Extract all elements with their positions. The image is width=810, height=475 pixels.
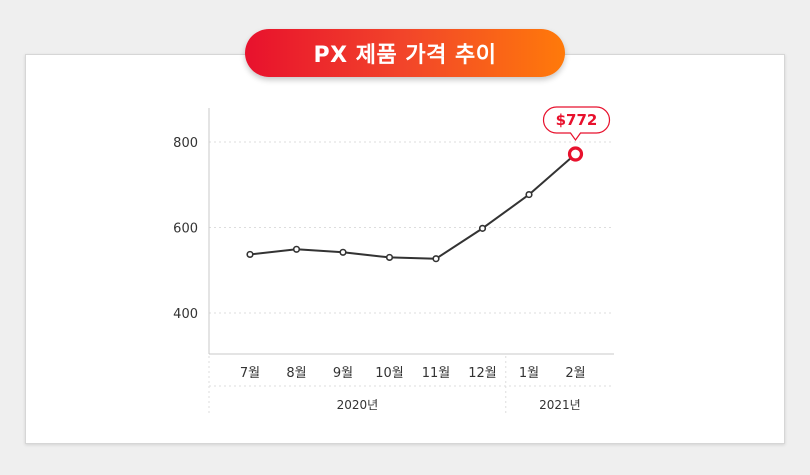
callout-bubble — [542, 106, 611, 142]
y-tick-label: 800 — [173, 136, 198, 151]
x-tick-label: 2월 — [565, 366, 585, 381]
highlight-point — [567, 146, 584, 162]
chart-card — [25, 54, 785, 444]
x-tick-labels: 7월 8월 9월 10월 11월 12월 1월 2월 — [240, 366, 586, 381]
chart-title: PX 제품 가격 추이 — [245, 29, 565, 77]
y-tick-label: 400 — [173, 307, 198, 322]
grid-lines — [209, 141, 614, 314]
year-group-label: 2021년 — [539, 398, 581, 412]
data-point — [246, 250, 254, 259]
data-point — [339, 248, 347, 256]
data-point — [478, 224, 487, 232]
y-tick-labels: 400 600 800 — [173, 136, 198, 322]
x-tick-label: 8월 — [286, 366, 306, 381]
x-tick-label: 12월 — [468, 366, 497, 381]
year-group-labels: 2020년 2021년 — [208, 356, 614, 414]
x-tick-label: 1월 — [519, 366, 539, 381]
series-polyline — [249, 153, 577, 260]
series-line — [249, 153, 577, 260]
x-tick-label: 7월 — [240, 366, 260, 381]
data-point — [385, 253, 394, 262]
callout-value-label: $772 — [556, 111, 598, 129]
x-tick-label: 10월 — [375, 366, 404, 381]
x-tick-label: 9월 — [333, 366, 353, 381]
year-group-label: 2020년 — [337, 398, 379, 412]
value-callout: $772 — [542, 106, 611, 142]
data-point — [525, 190, 533, 199]
y-tick-label: 600 — [173, 222, 198, 237]
axes — [208, 108, 614, 355]
data-point — [292, 245, 301, 253]
data-points — [246, 146, 584, 263]
x-tick-label: 11월 — [422, 366, 451, 381]
data-point — [432, 255, 440, 263]
